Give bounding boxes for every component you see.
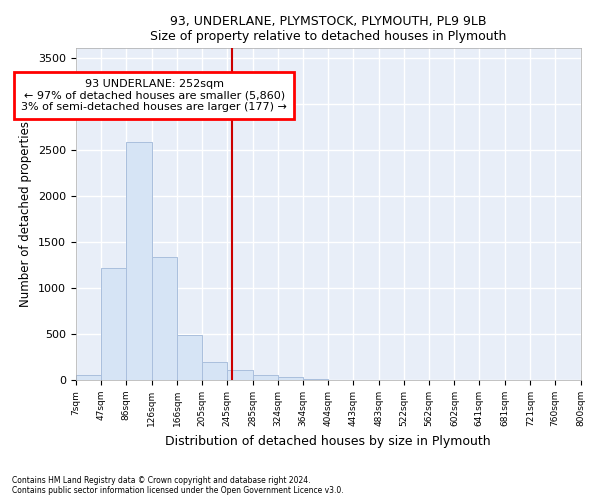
Bar <box>177 335 202 380</box>
Y-axis label: Number of detached properties: Number of detached properties <box>19 121 32 307</box>
Text: 93 UNDERLANE: 252sqm
← 97% of detached houses are smaller (5,860)
3% of semi-det: 93 UNDERLANE: 252sqm ← 97% of detached h… <box>21 78 287 112</box>
Bar <box>278 377 303 380</box>
Bar <box>126 142 152 380</box>
Title: 93, UNDERLANE, PLYMSTOCK, PLYMOUTH, PL9 9LB
Size of property relative to detache: 93, UNDERLANE, PLYMSTOCK, PLYMOUTH, PL9 … <box>150 15 506 43</box>
Bar <box>76 376 101 380</box>
Bar <box>152 256 177 380</box>
X-axis label: Distribution of detached houses by size in Plymouth: Distribution of detached houses by size … <box>166 434 491 448</box>
Bar <box>202 362 227 380</box>
Bar <box>101 268 126 380</box>
Bar <box>303 379 328 380</box>
Text: Contains HM Land Registry data © Crown copyright and database right 2024.
Contai: Contains HM Land Registry data © Crown c… <box>12 476 344 495</box>
Bar <box>227 370 253 380</box>
Bar <box>253 376 278 380</box>
